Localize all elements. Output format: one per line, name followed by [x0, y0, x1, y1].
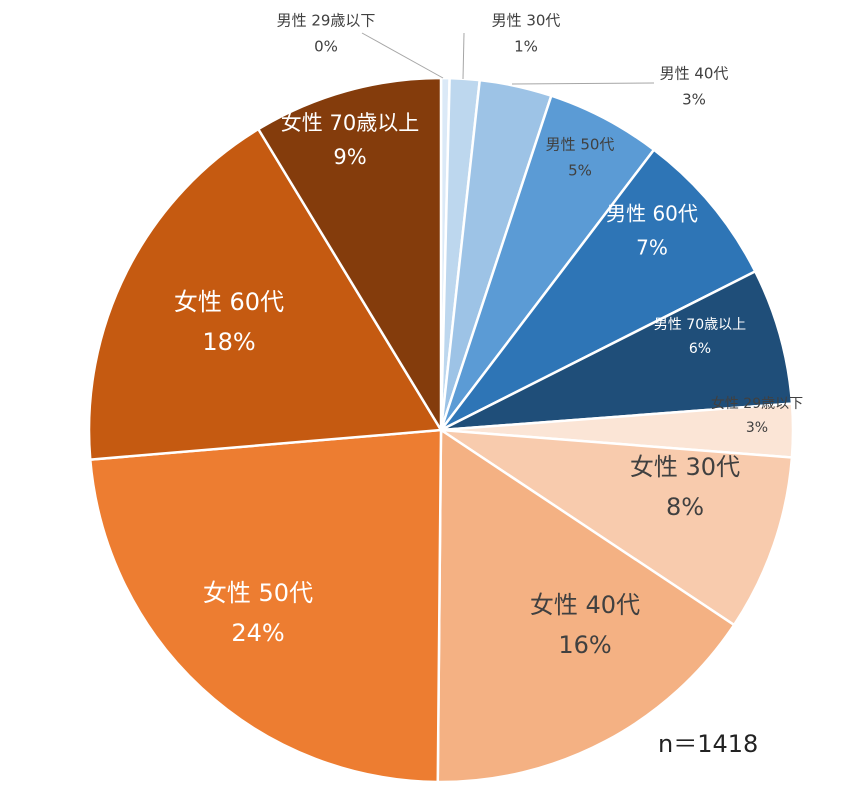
slice-percent-label: 16%: [558, 631, 611, 659]
slice-percent-label: 9%: [333, 145, 366, 169]
leader-lines: [361, 32, 655, 85]
slice-percent-label: 6%: [689, 341, 711, 357]
slice-category-label: 男性 50代: [546, 136, 615, 154]
slice-category-label: 女性 70歳以上: [281, 111, 419, 135]
slice-category-label: 女性 29歳以下: [711, 395, 803, 412]
slice-category-label: 男性 70歳以上: [654, 317, 746, 333]
slice-category-label: 男性 30代: [492, 12, 561, 30]
slice-percent-label: 0%: [314, 38, 338, 56]
slice-category-label: 女性 40代: [530, 591, 640, 619]
slice-category-label: 女性 50代: [203, 579, 313, 607]
slice-percent-label: 7%: [636, 236, 668, 260]
pie-slice-10: [88, 428, 443, 784]
slice-category-label: 女性 60代: [174, 288, 284, 316]
pie-slices: [87, 76, 795, 784]
slice-category-label: 女性 30代: [630, 453, 740, 481]
leader-line-3: [511, 82, 655, 85]
leader-line-1: [361, 32, 444, 79]
slice-category-label: 男性 60代: [606, 202, 698, 226]
slice-percent-label: 8%: [666, 493, 704, 521]
slice-percent-label: 24%: [231, 619, 284, 647]
leader-line-2: [462, 32, 465, 80]
slice-percent-label: 18%: [202, 328, 255, 356]
pie-slice-12: [256, 76, 443, 435]
slice-percent-label: 1%: [514, 38, 538, 56]
slice-category-label: 男性 29歳以下: [277, 12, 376, 30]
pie-slice-9: [436, 427, 736, 784]
pie-slice-11: [87, 127, 444, 461]
slice-category-label: 男性 40代: [660, 65, 729, 83]
slice-percent-label: 5%: [568, 162, 592, 180]
slice-percent-label: 3%: [682, 91, 706, 109]
slice-labels: 男性 29歳以下 0% 男性 30代 1% 男性 40代 3% 男性 50代 5% 男性 60代…: [174, 12, 803, 660]
sample-size-annotation: n＝1418: [658, 730, 758, 758]
pie-slice-8: [436, 428, 794, 627]
pie-slice-5: [440, 147, 757, 432]
pie-slice-6: [440, 269, 794, 432]
slice-percent-label: 3%: [746, 420, 768, 436]
